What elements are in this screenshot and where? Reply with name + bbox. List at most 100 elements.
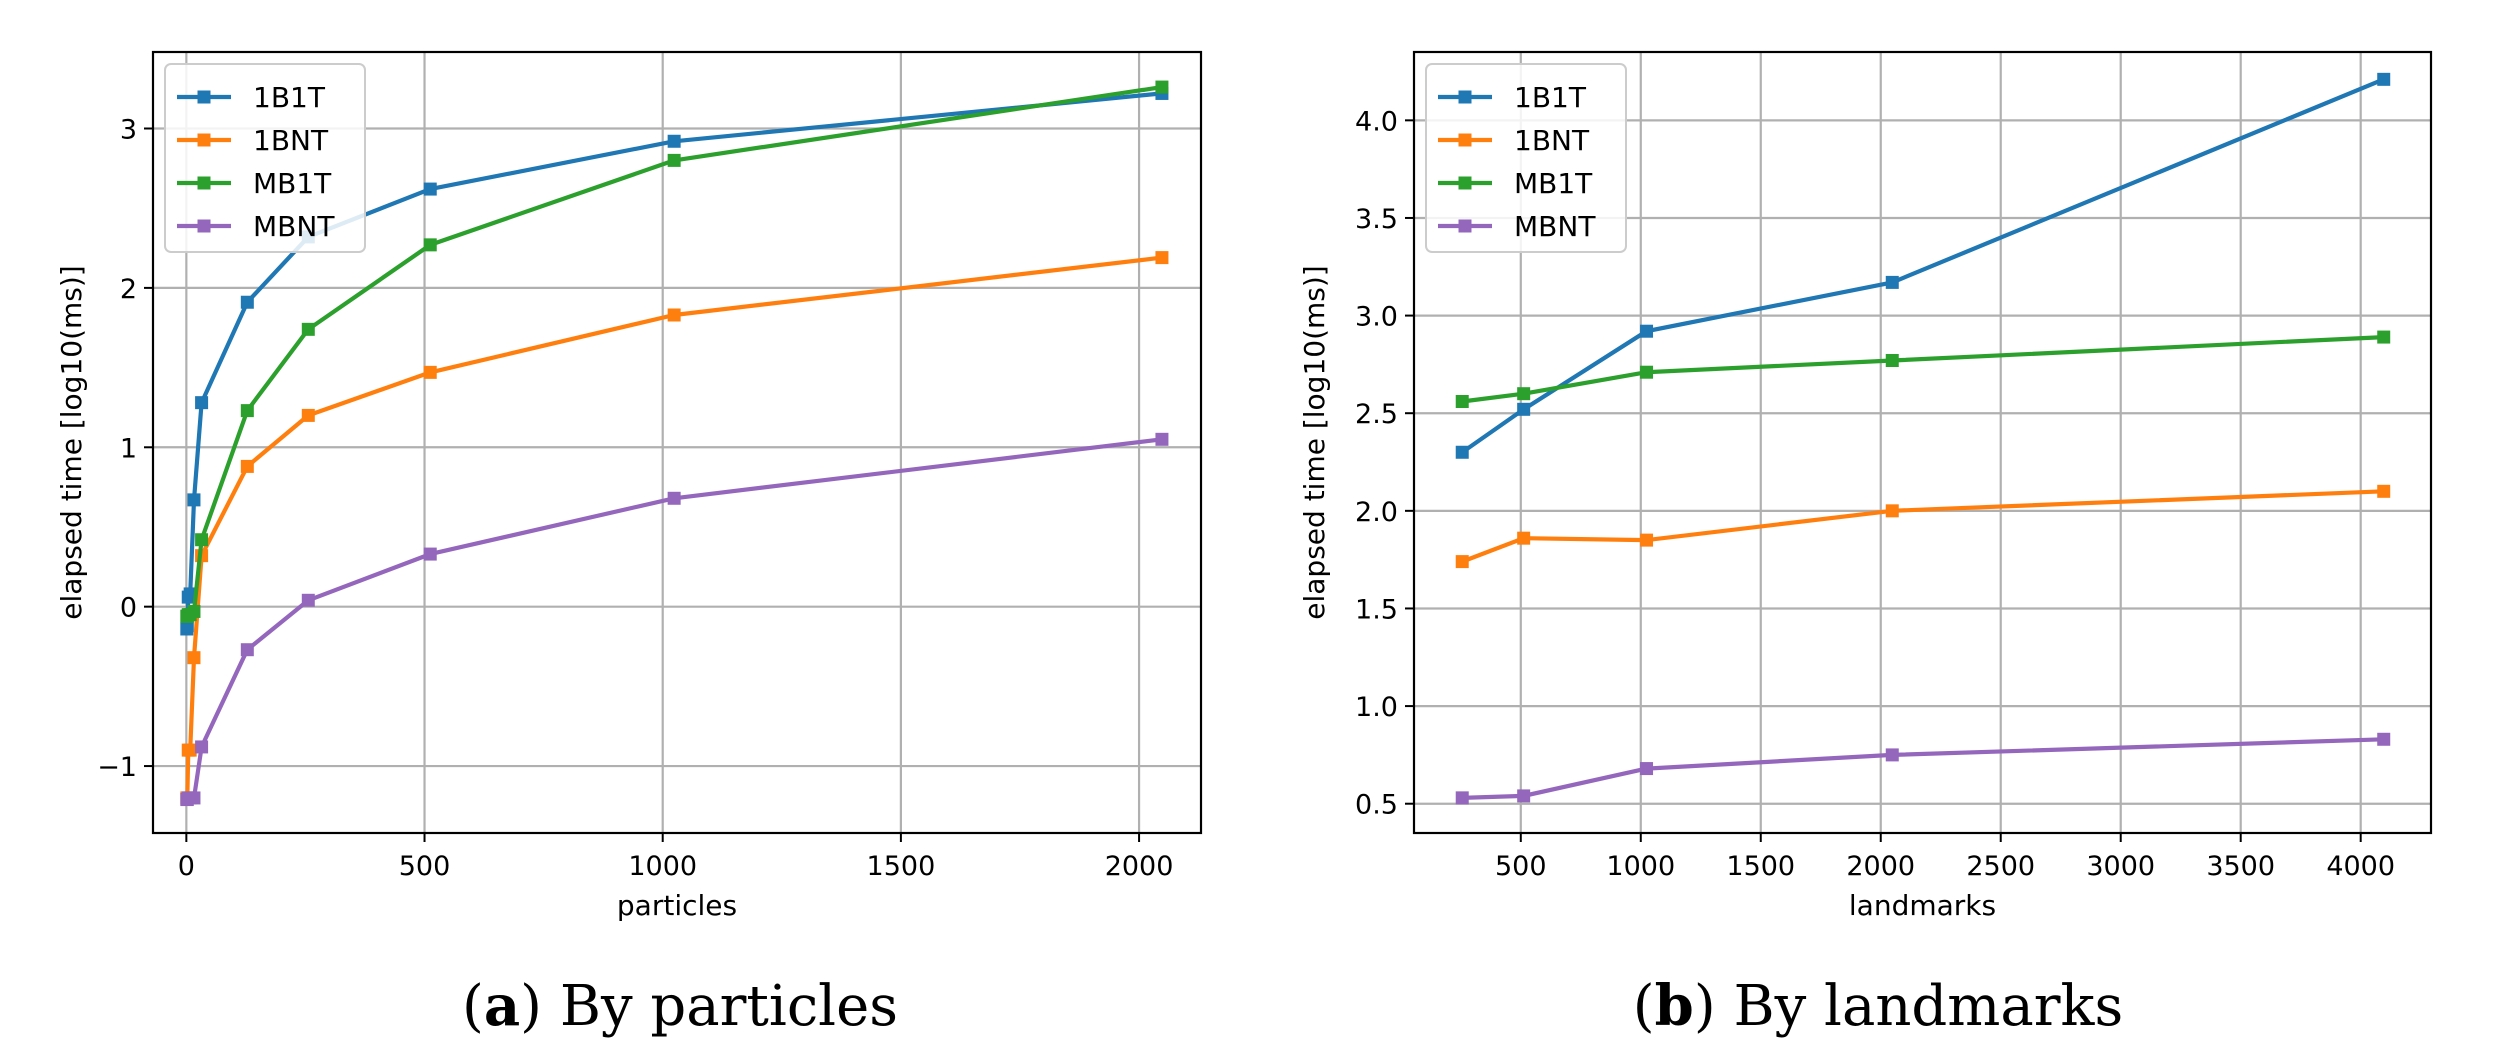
- legend-marker-MBNT: [197, 219, 211, 233]
- data-point-MBNT: [1885, 748, 1899, 762]
- legend-marker-1B1T: [197, 90, 211, 104]
- data-point-MB1T: [1155, 80, 1169, 94]
- x-tick-label: 2500: [1966, 851, 2035, 882]
- data-point-MB1T: [667, 153, 681, 167]
- legend-marker-MBNT: [1458, 219, 1472, 233]
- y-tick-label: 4.0: [1355, 106, 1398, 137]
- legend-box: [1425, 63, 1627, 253]
- legend-label: 1B1T: [1514, 81, 1587, 114]
- data-point-MBNT: [195, 740, 209, 754]
- data-point-1BNT: [240, 459, 254, 473]
- x-tick-label: 1000: [628, 851, 697, 882]
- data-point-MB1T: [1885, 353, 1899, 367]
- y-tick-label: 1: [120, 433, 137, 464]
- legend-marker-MB1T: [1458, 176, 1472, 190]
- legend-label: MB1T: [1514, 167, 1593, 200]
- panel-a-axes-frame: [151, 50, 1203, 835]
- caption-b-letter: b: [1655, 973, 1694, 1039]
- caption-a-text: By particles: [560, 974, 898, 1039]
- series-line-1BNT: [1461, 489, 2384, 564]
- y-tick-label: 0: [120, 593, 137, 624]
- caption-b-text: By landmarks: [1733, 974, 2123, 1039]
- data-point-1BNT: [1517, 531, 1531, 545]
- data-point-MBNT: [667, 491, 681, 505]
- y-tick-label: 0.5: [1355, 790, 1398, 821]
- data-point-MBNT: [1455, 791, 1469, 805]
- data-point-1BNT: [2377, 484, 2391, 498]
- data-point-MBNT: [1640, 762, 1654, 776]
- x-tick-label: 3500: [2206, 851, 2275, 882]
- data-point-1BNT: [1155, 251, 1169, 265]
- data-point-1B1T: [423, 182, 437, 196]
- legend-label: MBNT: [1514, 210, 1596, 243]
- legend-label: 1BNT: [1514, 124, 1590, 157]
- data-point-MB1T: [240, 404, 254, 418]
- legend-label: 1BNT: [253, 124, 329, 157]
- panel-a-x-axis-label: particles: [617, 889, 737, 922]
- data-point-MB1T: [423, 238, 437, 252]
- data-point-MB1T: [1455, 394, 1469, 408]
- data-point-1B1T: [1640, 324, 1654, 338]
- x-tick-label: 4000: [2326, 851, 2395, 882]
- data-point-1BNT: [667, 308, 681, 322]
- data-point-MBNT: [301, 593, 315, 607]
- x-tick-label: 500: [1495, 851, 1547, 882]
- y-tick-label: 3.5: [1355, 204, 1398, 235]
- y-tick-label: 2.0: [1355, 497, 1398, 528]
- x-tick-label: 0: [178, 851, 195, 882]
- data-point-1BNT: [423, 365, 437, 379]
- x-tick-label: 1500: [1726, 851, 1795, 882]
- legend-marker-1B1T: [1458, 90, 1472, 104]
- caption-a-letter: a: [484, 973, 520, 1039]
- data-point-MB1T: [301, 322, 315, 336]
- panel-b-ticks: 500 1000 1500 2000 2500 3000 3500 4000 0.5 1.0 1.5…: [1355, 106, 2395, 882]
- y-tick-label: 2: [120, 274, 137, 305]
- y-tick-label: −1: [97, 752, 137, 783]
- data-point-MB1T: [187, 604, 201, 618]
- panel-b-legend: 1B1T 1BNT MB1T MBNT: [1425, 63, 1627, 253]
- y-tick-label: 1.0: [1355, 692, 1398, 723]
- data-point-MBNT: [187, 791, 201, 805]
- data-point-MBNT: [423, 547, 437, 561]
- x-tick-label: 1500: [867, 851, 936, 882]
- panel-b-x-axis-label: landmarks: [1849, 889, 1996, 922]
- legend-label: MB1T: [253, 167, 332, 200]
- data-point-1B1T: [667, 134, 681, 148]
- y-tick-label: 3: [120, 115, 137, 146]
- data-point-1BNT: [1640, 533, 1654, 547]
- legend-label: MBNT: [253, 210, 335, 243]
- data-point-MBNT: [1155, 432, 1169, 446]
- legend-label: 1B1T: [253, 81, 326, 114]
- y-tick-label: 3.0: [1355, 302, 1398, 333]
- data-point-MB1T: [2377, 330, 2391, 344]
- data-point-1BNT: [1455, 555, 1469, 569]
- x-tick-label: 500: [399, 851, 451, 882]
- data-point-1B1T: [240, 295, 254, 309]
- data-point-1B1T: [1885, 275, 1899, 289]
- legend-box: [164, 63, 366, 253]
- data-point-1BNT: [1885, 504, 1899, 518]
- data-point-1B1T: [2377, 72, 2391, 86]
- x-tick-label: 2000: [1846, 851, 1915, 882]
- data-point-MBNT: [1517, 789, 1531, 803]
- data-point-1B1T: [1455, 445, 1469, 459]
- data-point-MB1T: [195, 533, 209, 547]
- series-line-MB1T: [1461, 335, 2384, 404]
- x-tick-label: 1000: [1606, 851, 1675, 882]
- panel-a-ticks: 0 500 1000 1500 2000 −1 0 1 2 3: [97, 115, 1173, 882]
- data-point-1BNT: [301, 408, 315, 422]
- panel-b-y-axis-label: elapsed time [log10(ms)]: [1298, 265, 1331, 619]
- legend-marker-1BNT: [1458, 133, 1472, 147]
- data-point-1BNT: [187, 651, 201, 665]
- data-point-1B1T: [1517, 402, 1531, 416]
- data-point-1B1T: [187, 493, 201, 507]
- panel-a-legend: 1B1T 1BNT MB1T MBNT: [164, 63, 366, 253]
- data-point-MB1T: [1640, 365, 1654, 379]
- legend-marker-1BNT: [197, 133, 211, 147]
- panel-b-series: [1455, 72, 2391, 805]
- panel-a-chart: 0 500 1000 1500 2000 −1 0 1 2 3 particles elapsed…: [55, 50, 1203, 922]
- caption-b: (b) By landmarks: [1633, 973, 2123, 1039]
- x-tick-label: 3000: [2086, 851, 2155, 882]
- x-tick-label: 2000: [1105, 851, 1174, 882]
